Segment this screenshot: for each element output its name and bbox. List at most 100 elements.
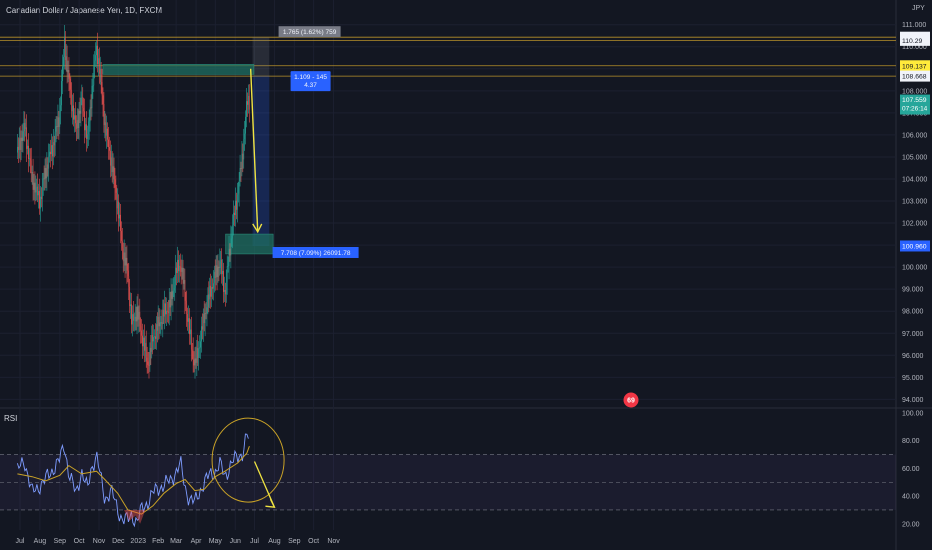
candle-body bbox=[41, 185, 43, 200]
candle-body bbox=[173, 287, 175, 291]
candle-body bbox=[147, 361, 149, 365]
candle-body bbox=[236, 200, 237, 210]
candle-body bbox=[75, 123, 77, 129]
candle-body bbox=[28, 145, 29, 160]
candle-body bbox=[245, 116, 246, 134]
candle-body bbox=[53, 142, 55, 146]
candle-body bbox=[204, 312, 206, 324]
candle-body bbox=[33, 182, 35, 190]
highlight-circle-icon bbox=[211, 417, 285, 503]
arrow-head-icon bbox=[252, 223, 263, 234]
candle-body bbox=[179, 265, 181, 267]
y-tick-label: 105.000 bbox=[902, 154, 927, 161]
candle-body bbox=[42, 178, 44, 186]
position-stop-area bbox=[252, 37, 270, 77]
candle-body bbox=[89, 107, 91, 122]
candle-body bbox=[123, 252, 125, 262]
candle-body bbox=[248, 95, 250, 110]
candle-body bbox=[247, 101, 248, 105]
candle-body bbox=[162, 309, 164, 325]
candle-body bbox=[57, 117, 59, 128]
x-tick-label: Mar bbox=[170, 538, 183, 545]
support-zone bbox=[225, 233, 274, 255]
y-tick-label: 99.000 bbox=[902, 287, 924, 294]
candle-body bbox=[139, 311, 141, 327]
candle-body bbox=[44, 168, 46, 180]
candle-body bbox=[192, 350, 194, 360]
candle-body bbox=[172, 290, 174, 299]
candle-body bbox=[137, 306, 139, 320]
x-tick-label: Sep bbox=[288, 538, 301, 545]
last-price-tag: 107.559 bbox=[902, 97, 927, 104]
candle-body bbox=[20, 137, 22, 150]
candle-body bbox=[131, 304, 132, 325]
candle-body bbox=[148, 364, 150, 366]
candle-body bbox=[128, 276, 130, 287]
candle-body bbox=[74, 115, 75, 120]
y-tick-label: 108.000 bbox=[902, 88, 927, 95]
candle-body bbox=[145, 342, 147, 358]
candle-body bbox=[160, 322, 162, 324]
candle-body bbox=[197, 348, 199, 358]
y-tick-label: 104.000 bbox=[902, 176, 927, 183]
candle-body bbox=[232, 225, 234, 236]
candle-body bbox=[248, 95, 249, 105]
candle-body bbox=[87, 134, 88, 139]
candle-body bbox=[229, 248, 231, 256]
candle-body bbox=[111, 157, 113, 173]
candle-body bbox=[54, 131, 56, 146]
candle-body bbox=[62, 66, 63, 82]
x-tick-label: Dec bbox=[112, 538, 125, 545]
candle-body bbox=[136, 306, 138, 322]
candle-body bbox=[127, 270, 129, 277]
candle-body bbox=[114, 179, 116, 188]
candle-body bbox=[29, 158, 31, 161]
candle-body bbox=[133, 318, 135, 321]
x-tick-label: Oct bbox=[74, 538, 85, 545]
candle-body bbox=[201, 326, 202, 342]
candle-body bbox=[118, 201, 119, 219]
candle-body bbox=[170, 291, 172, 308]
candle-body bbox=[154, 336, 155, 338]
candle-body bbox=[182, 267, 184, 284]
y-tick-label: 97.000 bbox=[902, 331, 924, 338]
candle-body bbox=[190, 329, 192, 350]
stop-label-bg bbox=[278, 26, 341, 38]
x-tick-label: May bbox=[209, 538, 223, 545]
candle-body bbox=[109, 147, 110, 151]
candle-body bbox=[152, 335, 154, 342]
candle-body bbox=[209, 285, 211, 300]
x-tick-label: Aug bbox=[34, 538, 47, 545]
price-tag: 108.668 bbox=[902, 74, 927, 81]
candle-body bbox=[49, 151, 50, 157]
candle-body bbox=[216, 265, 218, 278]
candle-body bbox=[214, 272, 216, 278]
y-tick-label: 103.000 bbox=[902, 199, 927, 206]
candle-body bbox=[166, 310, 167, 315]
rsi-tick-label: 20.00 bbox=[902, 521, 920, 528]
currency-label: JPY bbox=[912, 5, 925, 12]
candle-body bbox=[61, 81, 62, 106]
x-tick-label: Sep bbox=[54, 538, 67, 545]
candle-body bbox=[239, 167, 241, 181]
candle-body bbox=[177, 259, 178, 273]
candle-body bbox=[169, 299, 171, 308]
candle-body bbox=[46, 164, 48, 179]
arrow-head-icon bbox=[265, 498, 276, 508]
candle-body bbox=[163, 309, 165, 317]
candle-body bbox=[56, 126, 58, 128]
candle-body bbox=[106, 128, 108, 136]
candle-body bbox=[221, 259, 223, 275]
candle-body bbox=[84, 111, 85, 131]
candle-body bbox=[156, 324, 158, 331]
candle-body bbox=[103, 104, 105, 126]
rsi-tick-label: 60.00 bbox=[902, 466, 920, 473]
candle-body bbox=[34, 182, 36, 193]
forecast-arrow bbox=[249, 68, 259, 232]
candle-body bbox=[29, 158, 30, 160]
candle-body bbox=[174, 284, 176, 288]
candle-body bbox=[26, 127, 27, 149]
target-price-tag-bg bbox=[900, 240, 930, 252]
rsi-tick-label: 40.00 bbox=[902, 494, 920, 501]
